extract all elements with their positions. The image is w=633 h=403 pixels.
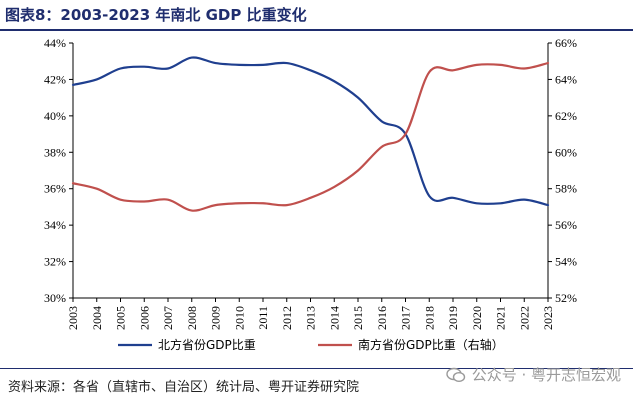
right-tick-label: 66% <box>555 36 577 50</box>
left-y-axis: 30% 32% 34% 36% 38% 40% 42% 44% <box>44 36 73 305</box>
left-tick-label: 32% <box>44 255 66 269</box>
watermark-text: 公众号 · 粤开志恒宏观 <box>471 366 621 384</box>
legend-label-north: 北方省份GDP比重 <box>158 337 256 352</box>
x-tick-label: 2017 <box>399 306 413 330</box>
right-tick-label: 62% <box>555 109 577 123</box>
right-tick-label: 58% <box>555 182 577 196</box>
wechat-icon <box>445 367 465 382</box>
series-line-north <box>71 56 550 207</box>
right-tick-label: 56% <box>555 218 577 232</box>
left-tick-label: 44% <box>44 36 66 50</box>
x-tick-label: 2005 <box>114 306 128 330</box>
x-tick-label: 2010 <box>232 306 246 330</box>
left-tick-label: 42% <box>44 72 66 86</box>
left-tick-label: 30% <box>44 291 66 305</box>
x-tick-label: 2004 <box>90 306 104 330</box>
x-tick-label: 2009 <box>209 306 223 330</box>
x-tick-label: 2020 <box>470 306 484 330</box>
x-tick-label: 2007 <box>161 306 175 330</box>
right-tick-label: 64% <box>555 72 577 86</box>
left-tick-label: 36% <box>44 182 66 196</box>
left-tick-label: 38% <box>44 145 66 159</box>
x-tick-label: 2006 <box>137 306 151 330</box>
x-tick-label: 2022 <box>517 306 531 330</box>
x-tick-label: 2021 <box>494 306 508 330</box>
chart-title: 图表8：2003-2023 年南北 GDP 比重变化 <box>5 6 307 24</box>
x-tick-label: 2011 <box>256 306 270 330</box>
x-tick-label: 2023 <box>541 306 555 330</box>
left-tick-label: 34% <box>44 218 66 232</box>
x-tick-label: 2015 <box>351 306 365 330</box>
x-tick-label: 2003 <box>66 306 80 330</box>
x-tick-label: 2014 <box>327 306 341 330</box>
footer-divider <box>0 368 633 369</box>
title-divider <box>0 29 633 31</box>
x-axis: 2003 2004 2005 2006 2007 2008 2009 2010 2011 2012… <box>66 298 555 330</box>
x-tick-label: 2012 <box>280 306 294 330</box>
x-tick-label: 2016 <box>375 306 389 330</box>
right-y-axis: 52% 54% 56% 58% 60% 62% 64% 66% <box>548 36 577 305</box>
right-tick-label: 52% <box>555 291 577 305</box>
x-tick-label: 2019 <box>446 306 460 330</box>
right-tick-label: 60% <box>555 145 577 159</box>
x-tick-label: 2008 <box>185 306 199 330</box>
series-line-south <box>71 61 550 212</box>
legend: 北方省份GDP比重 南方省份GDP比重（右轴） <box>118 337 504 352</box>
x-tick-label: 2018 <box>422 306 436 330</box>
right-tick-label: 54% <box>555 255 577 269</box>
source-note: 资料来源：各省（直辖市、自治区）统计局、粤开证券研究院 <box>8 380 360 395</box>
left-tick-label: 40% <box>44 109 66 123</box>
x-tick-label: 2013 <box>304 306 318 330</box>
legend-label-south: 南方省份GDP比重（右轴） <box>358 337 504 352</box>
watermark: 公众号 · 粤开志恒宏观 <box>445 364 621 385</box>
series-layer <box>71 56 550 212</box>
